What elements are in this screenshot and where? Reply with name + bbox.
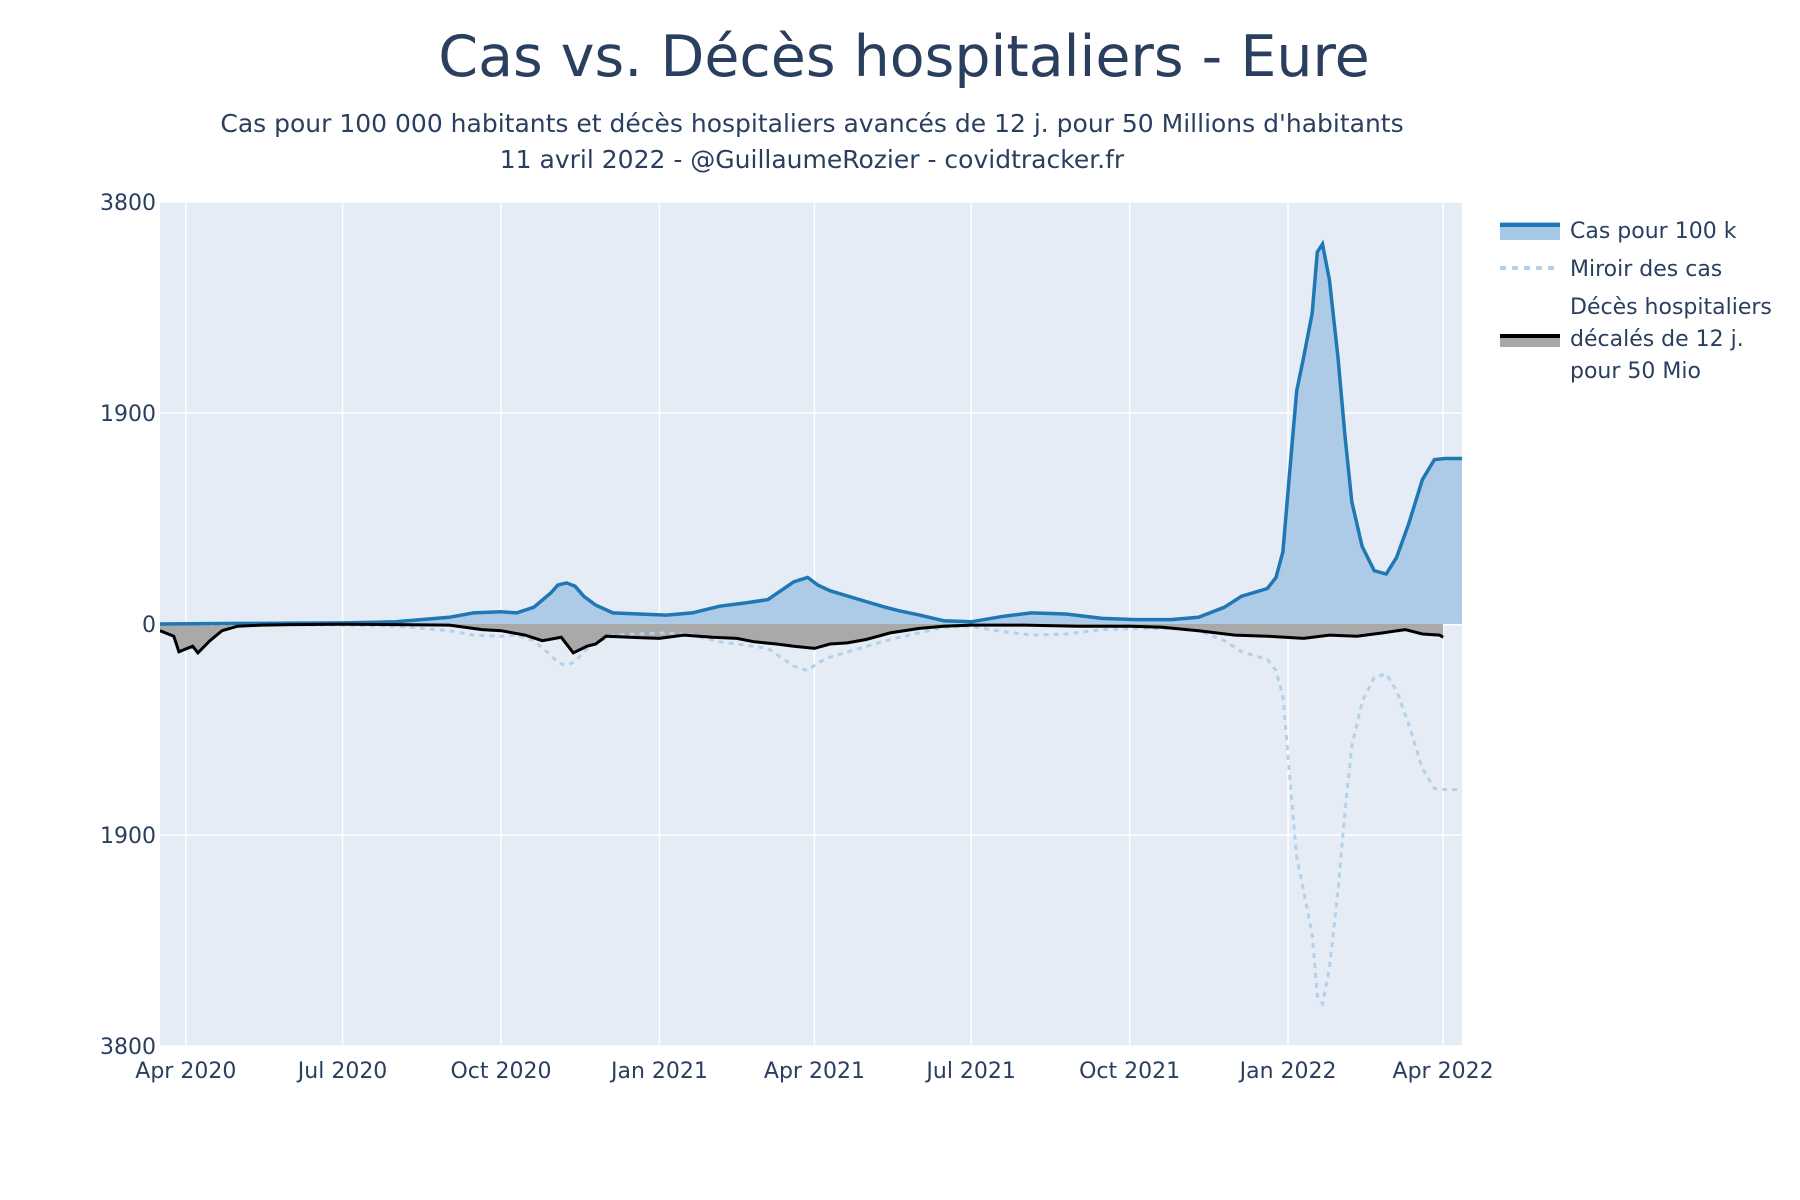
legend-label-deaths-line-3: pour 50 Mio [1570, 359, 1701, 384]
chart-subtitle-line-1: Cas pour 100 000 habitants et décès hosp… [220, 109, 1403, 138]
legend: Cas pour 100 k Miroir des cas Décès hosp… [1500, 219, 1772, 384]
legend-item-mirror[interactable]: Miroir des cas [1500, 257, 1722, 282]
legend-item-cases[interactable]: Cas pour 100 k [1500, 219, 1737, 244]
x-tick-label-4: Apr 2021 [764, 1059, 865, 1084]
y-tick-label-0: 3800 [100, 191, 156, 216]
deaths-area [160, 624, 1444, 653]
mirror-line [160, 622, 1462, 1008]
legend-label-deaths-line-2: décalés de 12 j. [1570, 327, 1744, 352]
cases-line [160, 239, 1462, 626]
x-tick-label-1: Jul 2020 [296, 1059, 388, 1084]
legend-label-cases: Cas pour 100 k [1570, 219, 1737, 244]
legend-label-deaths-line-1: Décès hospitaliers [1570, 295, 1772, 320]
chart-subtitle-line-2: 11 avril 2022 - @GuillaumeRozier - covid… [500, 145, 1125, 174]
x-tick-label-2: Oct 2020 [450, 1059, 551, 1084]
series-layer [160, 239, 1462, 1008]
x-axis: Apr 2020 Jul 2020 Oct 2020 Jan 2021 Apr 2021… [135, 1059, 1493, 1084]
legend-item-deaths[interactable]: Décès hospitaliers décalés de 12 j. pour… [1500, 295, 1772, 384]
x-tick-label-5: Jul 2021 [924, 1059, 1016, 1084]
x-tick-label-7: Jan 2022 [1238, 1059, 1337, 1084]
y-tick-label-2: 0 [142, 613, 156, 638]
deaths-line [160, 622, 1444, 656]
x-tick-label-8: Apr 2022 [1393, 1059, 1494, 1084]
y-tick-label-4: 3800 [100, 1035, 156, 1060]
x-tick-label-0: Apr 2020 [135, 1059, 236, 1084]
y-axis: 3800 1900 0 1900 3800 [100, 191, 156, 1060]
legend-label-mirror: Miroir des cas [1570, 257, 1722, 282]
x-tick-label-6: Oct 2021 [1079, 1059, 1180, 1084]
chart-title: Cas vs. Décès hospitaliers - Eure [438, 24, 1369, 90]
y-tick-label-3: 1900 [100, 824, 156, 849]
x-tick-label-3: Jan 2021 [609, 1059, 708, 1084]
y-tick-label-1: 1900 [100, 402, 156, 427]
cases-area [160, 244, 1462, 624]
